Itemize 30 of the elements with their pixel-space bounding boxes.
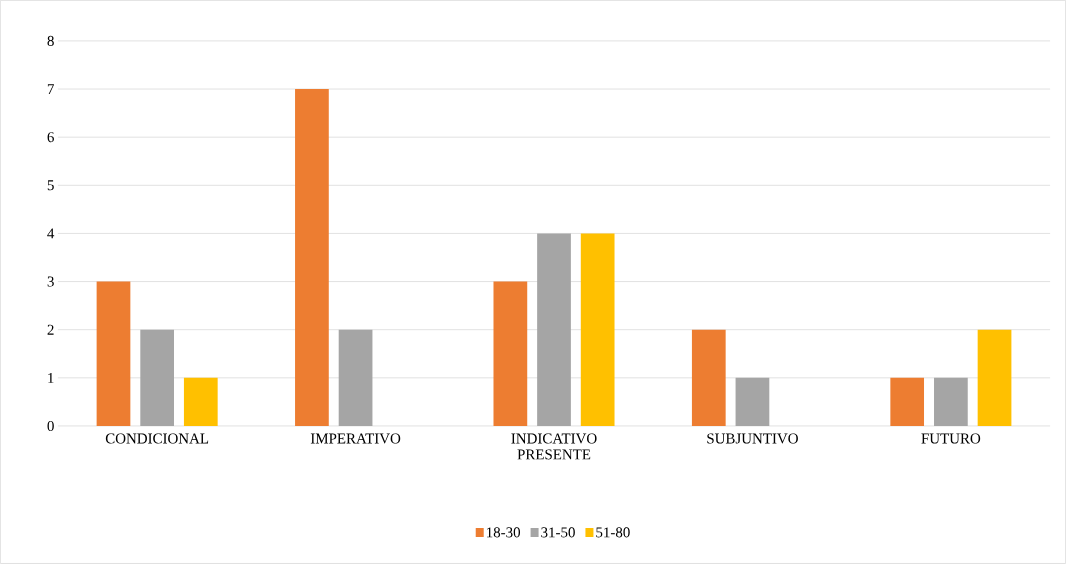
x-tick-label: IMPERATIVO: [310, 433, 401, 444]
y-tick-label: 5: [47, 180, 54, 191]
bar: [140, 329, 175, 427]
y-tick-label: 7: [47, 84, 54, 94]
bar: [735, 377, 770, 427]
y-tick-label: 6: [47, 132, 54, 143]
y-tick-label: 2: [47, 324, 54, 335]
legend-label: 31-50: [541, 527, 575, 538]
bar: [977, 329, 1012, 427]
bar: [96, 281, 131, 427]
bar: [493, 281, 528, 427]
bar: [934, 377, 968, 427]
bar: [338, 329, 373, 427]
bar: [537, 233, 571, 427]
bar: [580, 233, 615, 427]
y-tick-label: 3: [47, 276, 54, 287]
bar: [890, 377, 925, 427]
x-tick-label: INDICATIVO PRESENTE: [511, 433, 597, 460]
y-tick-label: 0: [47, 420, 54, 432]
bar: [691, 329, 726, 427]
legend-label: 51-80: [596, 527, 630, 538]
legend-label: 18-30: [487, 527, 521, 538]
bar: [183, 377, 218, 427]
x-tick-label: CONDICIONAL: [105, 433, 209, 444]
y-tick-label: 1: [48, 372, 54, 383]
x-tick-label: SUBJUNTIVO: [707, 433, 798, 444]
y-tick-label: 4: [47, 228, 55, 239]
x-tick-label: FUTURO: [921, 433, 981, 444]
bar: [295, 89, 329, 427]
y-tick-label: 8: [47, 35, 54, 46]
